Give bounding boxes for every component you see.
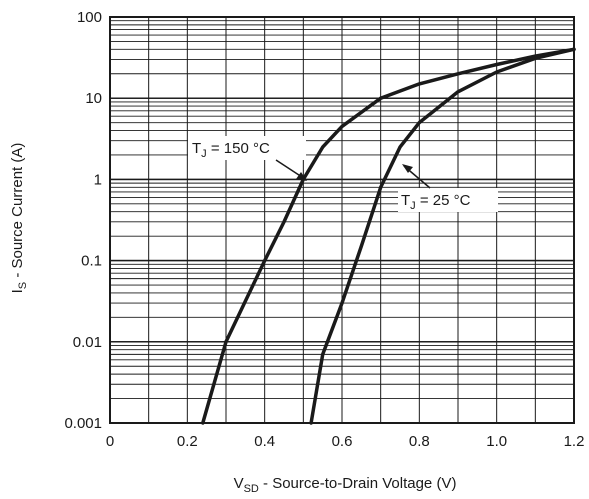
y-tick-label: 1 xyxy=(94,171,102,188)
x-tick-label: 0.6 xyxy=(332,433,353,450)
y-axis-tick-labels: 0.001 0.01 0.1 1 10 100 xyxy=(64,9,102,432)
y-tick-label: 0.001 xyxy=(64,415,102,432)
y-tick-label: 10 xyxy=(85,90,102,107)
annotation-tj-150-arrowhead xyxy=(296,172,307,181)
annotation-tj-25-label: TJ = 25 °C xyxy=(401,192,471,212)
x-tick-label: 1.0 xyxy=(486,433,507,450)
annotation-tj-25-arrowhead xyxy=(402,164,413,173)
x-tick-label: 1.2 xyxy=(564,433,585,450)
series-line-1 xyxy=(309,47,576,425)
plot-frame xyxy=(109,16,575,424)
x-axis-tick-labels: 0 0.2 0.4 0.6 0.8 1.0 1.2 xyxy=(106,433,585,450)
chart-grid xyxy=(109,16,575,424)
annotation-tj-25: TJ = 25 °C xyxy=(398,164,498,212)
y-tick-label: 0.1 xyxy=(81,253,102,270)
x-tick-label: 0.2 xyxy=(177,433,198,450)
y-tick-label: 100 xyxy=(77,9,102,26)
x-tick-label: 0 xyxy=(106,433,114,450)
annotation-tj-150: TJ = 150 °C xyxy=(188,136,307,181)
annotation-tj-150-box xyxy=(188,136,306,160)
x-tick-label: 0.8 xyxy=(409,433,430,450)
y-tick-label: 0.01 xyxy=(73,334,102,351)
annotation-tj-25-box xyxy=(398,188,498,212)
y-axis-label: IS - Source Current (A) xyxy=(9,143,29,294)
annotation-tj-150-label: TJ = 150 °C xyxy=(192,140,270,160)
x-axis-label: VSD - Source-to-Drain Voltage (V) xyxy=(234,475,457,495)
series-line-0 xyxy=(201,47,576,425)
chart-series xyxy=(201,47,576,425)
x-tick-label: 0.4 xyxy=(254,433,275,450)
